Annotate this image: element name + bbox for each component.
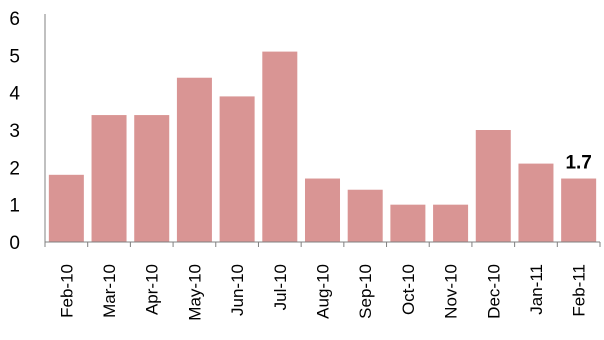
data-label: 1.7	[565, 153, 591, 174]
bar-feb-10	[48, 174, 84, 242]
x-tick-label: Apr-10	[143, 264, 162, 315]
bar-jul-10	[262, 51, 298, 242]
x-tick-label: Mar-10	[100, 264, 119, 318]
y-tick-label: 5	[9, 46, 20, 67]
bar-mar-10	[91, 115, 127, 242]
x-tick-label: Dec-10	[484, 264, 503, 319]
y-tick-label: 4	[9, 84, 20, 105]
bar-dec-10	[475, 130, 511, 242]
bar-may-10	[176, 77, 212, 242]
y-axis: 0 1 2 3 4 5 6	[9, 9, 46, 254]
x-tick-label: Jun-10	[228, 264, 247, 316]
bar-apr-10	[134, 115, 170, 242]
x-tick-label: Feb-10	[57, 264, 76, 318]
bar-jun-10	[219, 96, 255, 243]
bar-sep-10	[347, 189, 383, 242]
y-tick-label: 1	[9, 196, 20, 217]
x-tick-label: May-10	[185, 264, 204, 321]
y-tick-label: 3	[9, 121, 20, 142]
y-tick-label: 0	[9, 233, 20, 254]
bars	[48, 51, 597, 243]
bar-feb-11	[561, 178, 597, 242]
x-tick-label: Feb-11	[570, 264, 589, 317]
x-tick-label: Jan-11	[527, 264, 546, 315]
bar-oct-10	[390, 204, 426, 242]
y-tick-label: 2	[9, 158, 20, 179]
x-tick-label: Nov-10	[442, 264, 461, 319]
y-tick-label: 6	[9, 9, 20, 30]
x-axis: Feb-10 Mar-10 Apr-10 May-10 Jun-10 Jul-10 Aug-…	[44, 241, 601, 321]
x-tick-label: Oct-10	[399, 264, 418, 315]
bar-nov-10	[433, 204, 469, 242]
x-tick-label: Jul-10	[271, 264, 290, 310]
bar-aug-10	[304, 178, 341, 242]
x-tick-label: Aug-10	[314, 264, 333, 319]
bar-jan-11	[518, 163, 554, 242]
x-tick-label: Sep-10	[356, 264, 375, 319]
data-labels: 1.7	[565, 153, 591, 174]
